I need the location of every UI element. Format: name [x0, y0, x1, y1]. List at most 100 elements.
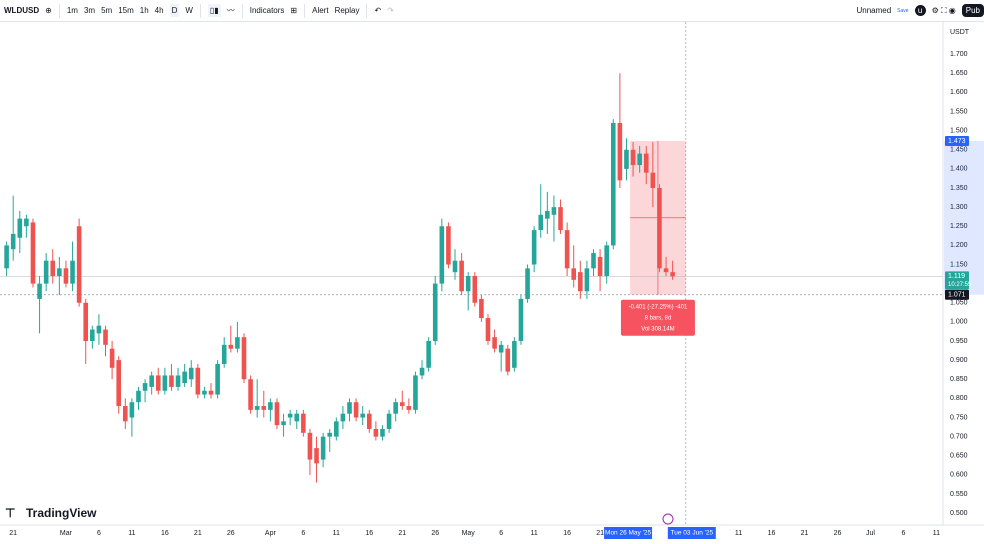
- candle-body: [393, 402, 398, 414]
- y-tick-label: 0.900: [950, 357, 968, 364]
- interval[interactable]: 1h: [139, 6, 149, 15]
- candle-body: [261, 406, 267, 410]
- candle-body: [136, 390, 141, 403]
- candle-body: [584, 268, 590, 292]
- candle-body: [50, 260, 56, 276]
- interval[interactable]: 1m: [66, 6, 78, 15]
- redo[interactable]: ↷: [387, 6, 394, 15]
- candle-body: [281, 421, 286, 426]
- candle-body: [650, 172, 656, 189]
- indicators[interactable]: Indicators: [249, 6, 285, 15]
- measure-text: -0.401 (-27.25%) -401: [629, 304, 688, 310]
- candle-body: [215, 363, 220, 395]
- x-tick-label: 16: [365, 530, 373, 537]
- x-tick-label: 6: [301, 530, 305, 537]
- settings-icon[interactable]: ⚙ ⛶ ◉: [931, 5, 956, 15]
- templates-icon[interactable]: ⊞: [290, 6, 298, 15]
- chart: USDT TradingView ⊤ 0.500 0.550 0.600 0.650 0…: [0, 22, 984, 539]
- candle-body: [188, 367, 194, 380]
- candle-body: [406, 406, 412, 410]
- candle-body: [103, 329, 108, 345]
- candle-body: [353, 402, 359, 418]
- interval[interactable]: 15m: [118, 6, 134, 15]
- publish[interactable]: Pub: [961, 4, 984, 17]
- candle-body: [446, 226, 451, 265]
- layout-name[interactable]: Unnamed: [856, 6, 892, 15]
- y-tick-label: 1.700: [950, 51, 968, 58]
- candle-body: [657, 188, 662, 269]
- candle-body: [610, 122, 616, 246]
- candle-body: [248, 379, 253, 410]
- candle-body: [149, 375, 154, 387]
- candle-body: [413, 375, 418, 410]
- candle-body: [116, 360, 121, 407]
- candle-body: [195, 367, 201, 395]
- measure-bottom-label-bg: [945, 289, 969, 300]
- x-tick-label: 21: [194, 530, 202, 537]
- x-tick-label: Mar: [60, 530, 73, 537]
- y-tick-label: 0.500: [950, 510, 968, 517]
- candle-body: [228, 344, 234, 349]
- candle-body: [643, 153, 649, 173]
- candle-body: [340, 413, 346, 422]
- candle-body: [327, 432, 333, 437]
- interval[interactable]: W: [185, 6, 193, 15]
- candle-body: [498, 344, 504, 353]
- y-tick-label: 1.450: [950, 147, 968, 154]
- candle-body: [175, 375, 181, 387]
- x-tick-label: 11: [531, 530, 538, 537]
- candle-body: [109, 348, 115, 368]
- candle-body: [274, 402, 280, 426]
- x-tick-label: 6: [901, 530, 905, 537]
- candle-body: [399, 402, 405, 407]
- date-label: Tue 03 Jun '25: [671, 530, 714, 537]
- measure-bottom-label: 1.071: [948, 292, 966, 299]
- add-symbol[interactable]: ⊕: [45, 6, 52, 15]
- toolbar: WLDUSD ⊕ 1m 3m 5m 15m 1h 4h D W ▯▮ 〰 Ind…: [0, 0, 984, 22]
- candles-icon[interactable]: ▯▮: [207, 4, 221, 17]
- avatar[interactable]: u: [914, 5, 926, 16]
- last-price-label-bg: [945, 271, 969, 290]
- event-icon: [662, 513, 674, 525]
- y-tick-label: 1.200: [950, 242, 968, 249]
- candle-body: [492, 337, 497, 349]
- replay[interactable]: Replay: [334, 6, 360, 15]
- candle-body: [208, 390, 214, 395]
- candle-body: [518, 298, 524, 342]
- countdown: 10:27:55: [948, 282, 972, 288]
- candle-body: [63, 268, 69, 284]
- candle-body: [90, 329, 95, 342]
- last-price-label: 1.119: [948, 273, 965, 280]
- symbol[interactable]: WLDUSD: [4, 6, 40, 15]
- candle-body: [30, 222, 36, 284]
- line-icon[interactable]: 〰: [226, 6, 235, 15]
- candle-body: [439, 226, 445, 284]
- date-label-bg: [667, 527, 716, 539]
- logo-mark: ⊤: [5, 506, 15, 520]
- candle-body: [287, 413, 293, 418]
- x-tick-label: 6: [499, 530, 503, 537]
- candle-body: [182, 371, 187, 384]
- candle-body: [142, 383, 148, 391]
- candle-body: [235, 337, 240, 349]
- interval[interactable]: 5m: [101, 6, 113, 15]
- interval[interactable]: 4h: [154, 6, 164, 15]
- candle-body: [366, 413, 372, 429]
- y-tick-label: 1.350: [950, 185, 968, 192]
- alert[interactable]: Alert: [312, 6, 329, 15]
- candle-body: [268, 402, 273, 410]
- interval[interactable]: 3m: [83, 6, 96, 15]
- candle-body: [76, 226, 82, 303]
- y-tick-label: 0.950: [950, 338, 968, 345]
- save[interactable]: Save: [897, 7, 909, 14]
- candle-body: [617, 122, 623, 181]
- candle-body: [307, 432, 313, 460]
- x-tick-label: 26: [227, 530, 235, 537]
- measure-text: Vol 308.14M: [641, 326, 674, 332]
- candle-body: [254, 406, 260, 410]
- undo[interactable]: ↶: [374, 6, 382, 15]
- y-tick-label: 0.650: [950, 453, 968, 460]
- candle-body: [347, 402, 352, 414]
- interval[interactable]: D: [169, 4, 180, 17]
